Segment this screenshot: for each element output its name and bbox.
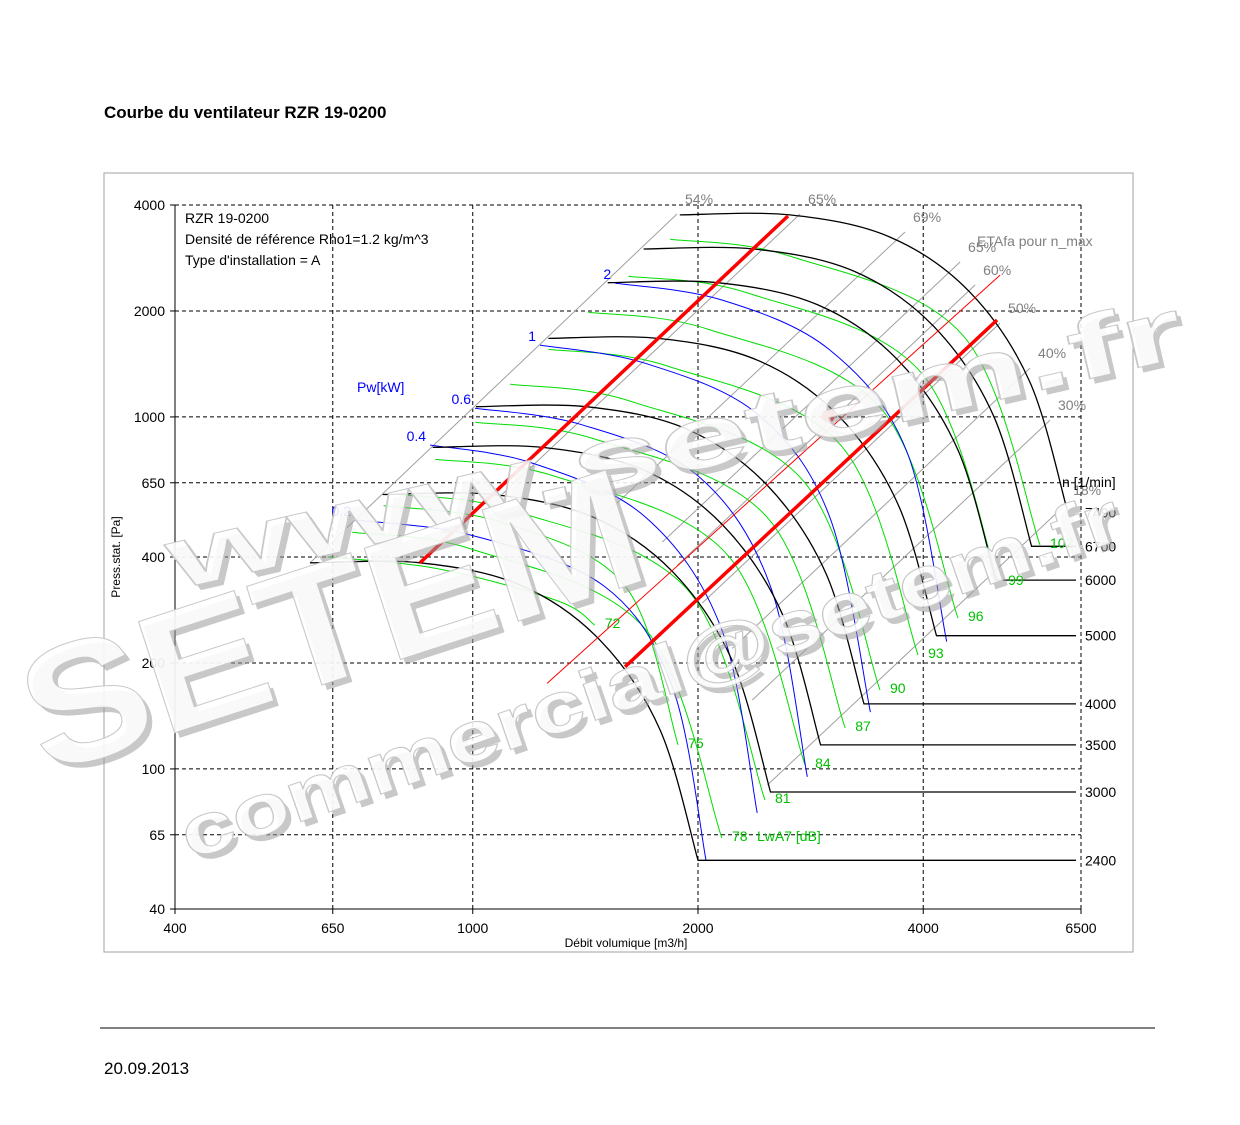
curve xyxy=(615,282,948,642)
efficiency-label: 69% xyxy=(913,209,941,225)
y-tick-label: 100 xyxy=(142,761,166,777)
curve xyxy=(767,504,1066,786)
curve xyxy=(607,280,1076,581)
curve xyxy=(539,344,871,713)
power-label: 0.2 xyxy=(332,503,352,519)
speed-label: 5000 xyxy=(1085,628,1116,644)
curve xyxy=(588,311,959,619)
curve xyxy=(475,421,846,729)
y-tick-label: 4000 xyxy=(134,197,165,213)
curve xyxy=(382,492,1076,793)
fan-law-line xyxy=(623,318,999,669)
curve xyxy=(309,213,678,564)
x-tick-label: 400 xyxy=(163,920,187,936)
speed-label: 4000 xyxy=(1085,696,1116,712)
x-tick-label: 6500 xyxy=(1065,920,1096,936)
max-efficiency-line xyxy=(546,274,1001,684)
x-tick-label: 2000 xyxy=(682,920,713,936)
power-label: 2 xyxy=(603,266,611,282)
efficiency-label: 54% xyxy=(685,191,713,207)
noise-label: 78 xyxy=(732,828,748,844)
speed-label: 3000 xyxy=(1085,784,1116,800)
x-tick-label: 4000 xyxy=(908,920,939,936)
curve xyxy=(731,367,1031,649)
curve xyxy=(606,231,906,513)
noise-label: 93 xyxy=(928,645,944,661)
curve xyxy=(670,238,1041,546)
curve xyxy=(354,519,707,861)
efficiency-label: 50% xyxy=(1008,300,1036,316)
power-label: 0.4 xyxy=(407,428,427,444)
noise-label: 102 xyxy=(1050,535,1074,551)
y-axis-label: Press.stat. [Pa] xyxy=(109,516,123,597)
curve xyxy=(435,458,806,766)
efficiency-label: 60% xyxy=(983,262,1011,278)
efficiency-label: 30% xyxy=(1058,397,1086,413)
y-tick-label: 650 xyxy=(142,475,166,491)
curve xyxy=(548,336,1076,637)
curve xyxy=(327,556,596,626)
curve xyxy=(430,444,758,813)
annotation: Type d'installation = A xyxy=(185,252,321,268)
x-tick-label: 1000 xyxy=(457,920,488,936)
speed-title: n [1/min] xyxy=(1062,474,1116,490)
curve xyxy=(395,493,766,801)
x-axis-label: Débit volumique [m3/h] xyxy=(565,936,688,950)
curve xyxy=(677,284,976,566)
curve xyxy=(643,246,1076,547)
page-title: Courbe du ventilateur RZR 19-0200 xyxy=(104,103,386,122)
efficiency-label: 18% xyxy=(1073,482,1101,498)
noise-label: 87 xyxy=(855,718,871,734)
y-tick-label: 200 xyxy=(142,655,166,671)
x-tick-label: 650 xyxy=(321,920,345,936)
curve xyxy=(432,445,1076,746)
speed-label: 6700 xyxy=(1085,538,1116,554)
y-tick-label: 2000 xyxy=(134,303,165,319)
curve xyxy=(501,213,801,495)
speed-label: 7490 xyxy=(1085,504,1116,520)
curve xyxy=(510,383,881,691)
noise-label: 72 xyxy=(605,615,621,631)
noise-label: 99 xyxy=(1008,572,1024,588)
speed-label: 2400 xyxy=(1085,852,1116,868)
noise-label: 84 xyxy=(815,755,831,771)
curves xyxy=(309,212,1076,861)
curve xyxy=(309,560,1076,861)
curve xyxy=(474,407,808,777)
chart-frame xyxy=(103,172,1134,953)
curve xyxy=(475,404,1076,705)
curve xyxy=(661,261,961,543)
curve xyxy=(548,348,919,656)
y-tick-label: 65 xyxy=(149,827,165,843)
speed-label: 3500 xyxy=(1085,737,1116,753)
power-label: 0.6 xyxy=(452,391,472,407)
footer-date: 20.09.2013 xyxy=(104,1059,189,1078)
efficiency-label: 40% xyxy=(1038,345,1066,361)
noise-title: LwA7 [dB] xyxy=(757,828,821,844)
y-tick-label: 400 xyxy=(142,549,166,565)
operating-point xyxy=(821,409,835,423)
fan-law-line xyxy=(418,214,790,565)
efficiency-title: ETAfa pour n_max xyxy=(977,233,1093,249)
y-tick-label: 1000 xyxy=(134,409,165,425)
curve xyxy=(352,531,723,839)
noise-label: 90 xyxy=(890,680,906,696)
curve xyxy=(383,505,679,746)
power-label: 1 xyxy=(528,328,536,344)
annotation: RZR 19-0200 xyxy=(185,210,269,226)
grid xyxy=(170,204,1082,914)
annotation: Densité de référence Rho1=1.2 kg/m^3 xyxy=(185,231,429,247)
noise-label: 96 xyxy=(968,608,984,624)
curve xyxy=(679,212,1069,513)
power-title: Pw[kW] xyxy=(357,379,404,395)
labels: 400 650 1000 2000 4000 6500406510020040065010… xyxy=(109,191,1116,950)
speed-label: 6000 xyxy=(1085,572,1116,588)
efficiency-label: 65% xyxy=(808,191,836,207)
noise-label: 75 xyxy=(688,735,704,751)
y-tick-label: 40 xyxy=(149,901,165,917)
efficiency-label: 65% xyxy=(968,239,996,255)
noise-label: 81 xyxy=(775,790,791,806)
